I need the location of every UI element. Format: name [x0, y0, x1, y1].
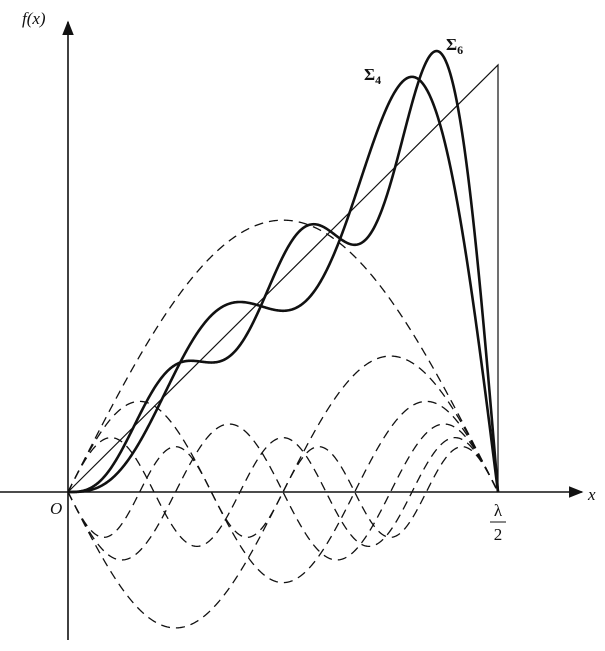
x-end-denominator: 2 — [494, 525, 503, 544]
origin-label: O — [50, 499, 62, 518]
sum6-label: Σ6 — [446, 35, 463, 57]
y-axis-label: f(x) — [22, 9, 46, 28]
partial-sum-6 — [68, 49, 500, 494]
component-curve — [67, 219, 499, 493]
component-curve — [67, 355, 499, 629]
sawtooth — [67, 63, 499, 493]
component-curve — [67, 423, 499, 561]
x-end-numerator: λ — [494, 501, 503, 520]
curves — [67, 49, 500, 629]
component-curve — [67, 436, 499, 548]
x-axis-label: x — [587, 485, 596, 504]
partial-sum-4 — [68, 75, 500, 494]
sum4-label: Σ4 — [364, 65, 381, 87]
